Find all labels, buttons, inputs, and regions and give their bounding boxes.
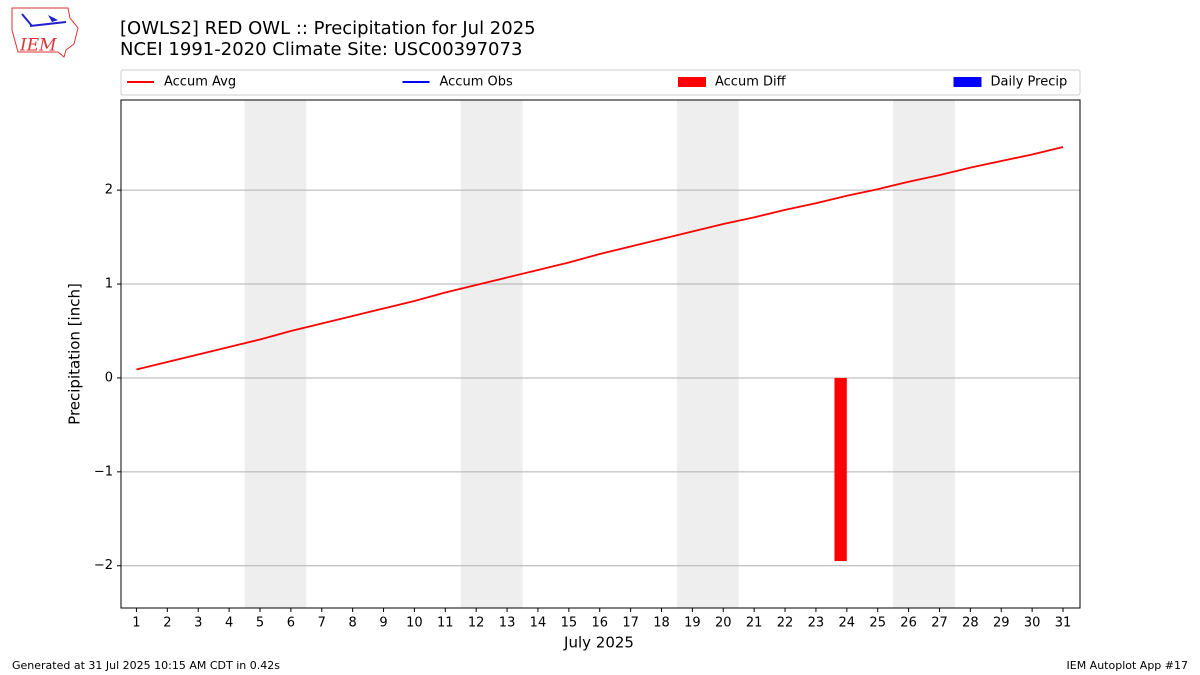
y-tick-label: −1	[94, 464, 113, 479]
x-tick-label: 14	[530, 616, 547, 631]
y-tick-label: 2	[105, 183, 113, 198]
x-tick-label: 8	[349, 616, 357, 631]
legend-label: Daily Precip	[991, 75, 1068, 90]
weekend-shade	[460, 100, 523, 608]
y-tick-label: 1	[105, 277, 113, 292]
plot-area	[121, 100, 1080, 608]
legend-label: Accum Obs	[440, 75, 513, 90]
logo-icon	[48, 15, 58, 22]
weekend-shade	[893, 100, 955, 608]
x-tick-label: 13	[499, 616, 516, 631]
y-tick-label: −2	[94, 558, 113, 573]
x-tick-label: 12	[468, 616, 485, 631]
x-tick-label: 18	[653, 616, 670, 631]
chart-title: [OWLS2] RED OWL :: Precipitation for Jul…	[120, 18, 536, 39]
x-tick-label: 17	[622, 616, 639, 631]
x-tick-label: 24	[839, 616, 856, 631]
x-tick-label: 15	[561, 616, 578, 631]
x-tick-label: 19	[684, 616, 701, 631]
logo-text: IEM	[19, 36, 57, 56]
legend-swatch	[678, 77, 706, 87]
x-tick-label: 22	[777, 616, 794, 631]
x-tick-label: 25	[869, 616, 886, 631]
y-axis-label: Precipitation [inch]	[66, 283, 84, 425]
x-tick-label: 9	[379, 616, 387, 631]
x-tick-label: 3	[194, 616, 202, 631]
y-tick-label: 0	[105, 370, 113, 385]
x-tick-label: 27	[931, 616, 948, 631]
x-axis-label: July 2025	[563, 634, 634, 652]
x-tick-label: 10	[406, 616, 423, 631]
line-series	[136, 146, 1064, 371]
bar	[834, 377, 847, 562]
logo-icon	[29, 21, 67, 27]
x-tick-label: 1	[132, 616, 140, 631]
footer-left: Generated at 31 Jul 2025 10:15 AM CDT in…	[12, 659, 280, 672]
x-tick-label: 4	[225, 616, 233, 631]
x-tick-label: 20	[715, 616, 732, 631]
x-tick-label: 7	[318, 616, 326, 631]
legend-box	[120, 69, 1081, 96]
x-tick-label: 26	[900, 616, 917, 631]
x-tick-label: 21	[746, 616, 763, 631]
weekend-shade	[244, 100, 307, 608]
x-tick-label: 23	[808, 616, 825, 631]
logo-icon	[21, 13, 33, 27]
x-tick-label: 16	[591, 616, 608, 631]
x-tick-label: 30	[1024, 616, 1041, 631]
footer-right: IEM Autoplot App #17	[1067, 659, 1189, 672]
x-tick-label: 2	[163, 616, 171, 631]
x-tick-label: 6	[287, 616, 295, 631]
legend-label: Accum Diff	[715, 75, 787, 90]
x-tick-label: 29	[993, 616, 1010, 631]
logo: IEM	[11, 7, 79, 58]
plot-frame	[120, 99, 1081, 609]
x-tick-label: 11	[437, 616, 454, 631]
x-tick-label: 31	[1055, 616, 1072, 631]
weekend-shade	[676, 100, 739, 608]
x-tick-label: 5	[256, 616, 264, 631]
x-tick-label: 28	[962, 616, 979, 631]
legend-label: Accum Avg	[164, 75, 236, 90]
chart-subtitle: NCEI 1991-2020 Climate Site: USC00397073	[120, 39, 522, 60]
legend-swatch	[953, 77, 982, 87]
